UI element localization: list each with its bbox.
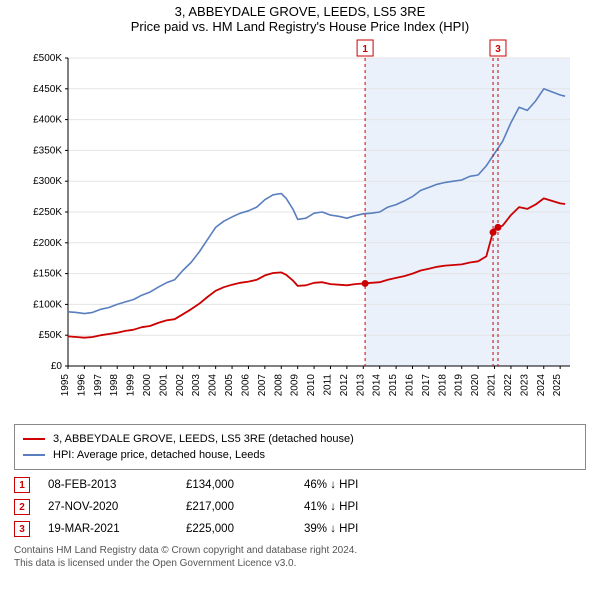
transaction-price: £134,000 (186, 479, 286, 491)
transaction-date: 19-MAR-2021 (48, 523, 168, 535)
svg-text:2007: 2007 (257, 374, 268, 397)
svg-text:2008: 2008 (273, 374, 284, 397)
transaction-date: 08-FEB-2013 (48, 479, 168, 491)
svg-text:2012: 2012 (339, 374, 350, 397)
transaction-row: 3 19-MAR-2021 £225,000 39% ↓ HPI (14, 518, 586, 540)
transaction-diff: 46% ↓ HPI (304, 479, 424, 491)
svg-text:£0: £0 (51, 361, 63, 372)
svg-text:2017: 2017 (421, 374, 432, 397)
svg-text:2005: 2005 (224, 374, 235, 397)
svg-text:2002: 2002 (175, 374, 186, 397)
footer-line-1: Contains HM Land Registry data © Crown c… (14, 544, 586, 557)
legend-entry: HPI: Average price, detached house, Leed… (23, 447, 577, 463)
svg-text:2019: 2019 (454, 374, 465, 397)
svg-text:2020: 2020 (470, 374, 481, 397)
svg-text:£100K: £100K (33, 299, 62, 310)
svg-text:2024: 2024 (536, 374, 547, 397)
legend-label: 3, ABBEYDALE GROVE, LEEDS, LS5 3RE (deta… (53, 431, 354, 447)
transactions-table: 1 08-FEB-2013 £134,000 46% ↓ HPI 2 27-NOV-202… (14, 474, 586, 540)
svg-text:1997: 1997 (93, 374, 104, 397)
svg-text:2018: 2018 (437, 374, 448, 397)
transaction-badge: 2 (14, 499, 30, 515)
transaction-diff: 39% ↓ HPI (304, 523, 424, 535)
svg-text:2013: 2013 (355, 374, 366, 397)
svg-text:2000: 2000 (142, 374, 153, 397)
svg-text:2025: 2025 (552, 374, 563, 397)
attribution-footer: Contains HM Land Registry data © Crown c… (14, 544, 586, 570)
svg-text:2022: 2022 (503, 374, 514, 397)
transaction-diff: 41% ↓ HPI (304, 501, 424, 513)
svg-text:2001: 2001 (158, 374, 169, 397)
svg-text:2021: 2021 (487, 374, 498, 397)
svg-text:2014: 2014 (372, 374, 383, 397)
svg-text:£150K: £150K (33, 269, 62, 280)
svg-text:£200K: £200K (33, 238, 62, 249)
svg-text:1998: 1998 (109, 374, 120, 397)
legend-entry: 3, ABBEYDALE GROVE, LEEDS, LS5 3RE (deta… (23, 431, 577, 447)
title-line-1: 3, ABBEYDALE GROVE, LEEDS, LS5 3RE (0, 4, 600, 19)
svg-text:1999: 1999 (126, 374, 137, 397)
svg-text:2015: 2015 (388, 374, 399, 397)
legend-swatch (23, 438, 45, 440)
transaction-badge: 3 (14, 521, 30, 537)
svg-text:£400K: £400K (33, 115, 62, 126)
svg-text:2010: 2010 (306, 374, 317, 397)
svg-text:£300K: £300K (33, 176, 62, 187)
svg-text:2011: 2011 (322, 374, 333, 396)
chart-svg: £0 £50K £100K £150K £200K £250K £300K £350K £400… (20, 36, 580, 416)
svg-text:3: 3 (495, 44, 501, 55)
transaction-price: £217,000 (186, 501, 286, 513)
title-line-2: Price paid vs. HM Land Registry's House … (0, 19, 600, 34)
chart-area: £0 £50K £100K £150K £200K £250K £300K £350K £400… (20, 36, 580, 416)
transaction-row: 1 08-FEB-2013 £134,000 46% ↓ HPI (14, 474, 586, 496)
transaction-date: 27-NOV-2020 (48, 501, 168, 513)
transaction-price: £225,000 (186, 523, 286, 535)
legend: 3, ABBEYDALE GROVE, LEEDS, LS5 3RE (deta… (14, 424, 586, 470)
svg-text:2023: 2023 (519, 374, 530, 397)
transaction-row: 2 27-NOV-2020 £217,000 41% ↓ HPI (14, 496, 586, 518)
svg-text:2016: 2016 (405, 374, 416, 397)
chart-title: 3, ABBEYDALE GROVE, LEEDS, LS5 3RE Price… (0, 0, 600, 36)
svg-text:2009: 2009 (290, 374, 301, 397)
svg-text:1995: 1995 (60, 374, 71, 397)
footer-line-2: This data is licensed under the Open Gov… (14, 557, 586, 570)
svg-text:1996: 1996 (76, 374, 87, 397)
svg-text:£500K: £500K (33, 53, 62, 64)
svg-text:1: 1 (362, 44, 368, 55)
legend-label: HPI: Average price, detached house, Leed… (53, 447, 265, 463)
svg-text:£450K: £450K (33, 84, 62, 95)
svg-text:2004: 2004 (208, 374, 219, 397)
svg-text:£350K: £350K (33, 145, 62, 156)
transaction-badge: 1 (14, 477, 30, 493)
legend-swatch (23, 454, 45, 456)
svg-text:£250K: £250K (33, 207, 62, 218)
svg-text:£50K: £50K (39, 330, 63, 341)
svg-text:2003: 2003 (191, 374, 202, 397)
svg-text:2006: 2006 (240, 374, 251, 397)
